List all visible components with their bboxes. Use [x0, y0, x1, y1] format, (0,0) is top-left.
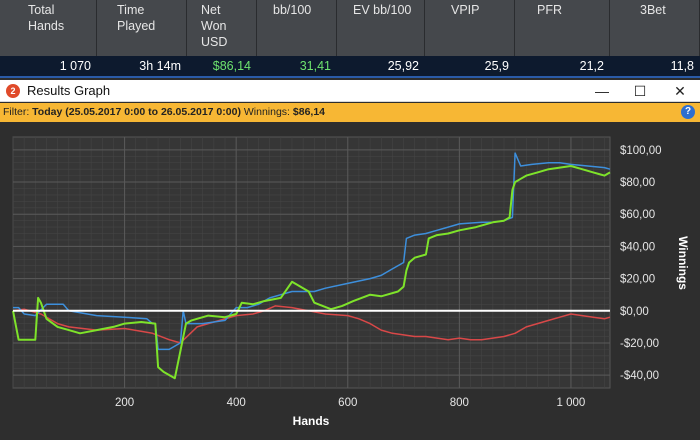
y-tick-label: -$20,00 [620, 338, 659, 350]
y-tick-label: -$40,00 [620, 370, 659, 382]
winnings-value: $86,14 [292, 106, 326, 118]
column-header[interactable]: Time Played [97, 0, 187, 56]
stat-value: 11,8 [670, 59, 694, 73]
x-tick-label: 1 000 [557, 397, 586, 409]
stat-value: 25,9 [484, 59, 509, 73]
stat-value: 25,92 [387, 59, 419, 73]
winnings-label: Winnings: [243, 106, 290, 118]
stat-value: 1 070 [59, 59, 91, 73]
y-axis-label: Winnings [676, 236, 690, 290]
results-graph-svg[interactable]: $100,00 $80,00 $60,00 $40,00 $20,00 $0,00 -$20… [0, 122, 700, 440]
column-header[interactable]: bb/100 [257, 0, 337, 56]
series-line-all-in-ev [13, 152, 611, 351]
y-tick-label: $100,00 [620, 145, 662, 157]
stat-value: 3h 14m [139, 59, 181, 73]
column-header[interactable]: Net Won USD [187, 0, 257, 56]
x-axis-label: Hands [293, 414, 330, 428]
window-title: Results Graph [27, 83, 111, 98]
y-tick-label: $80,00 [620, 177, 655, 189]
stat-value: $86,14 [212, 59, 251, 73]
column-header[interactable]: Total Hands [0, 0, 97, 56]
y-tick-label: $40,00 [620, 241, 655, 253]
plot-area [12, 136, 611, 389]
column-header[interactable]: VPIP [425, 0, 515, 56]
series-line-net-won [12, 165, 611, 380]
y-tick-label: $20,00 [620, 274, 655, 286]
stats-values-row[interactable]: 1 070 3h 14m $86,14 31,41 25,92 25,9 21,2 11,8 [0, 56, 700, 78]
stat-value: 21,2 [579, 59, 604, 73]
filter-range: Today (25.05.2017 0:00 to 26.05.2017 0:0… [32, 106, 241, 118]
column-header[interactable]: 3Bet [610, 0, 700, 56]
window-titlebar[interactable]: 2 Results Graph — ☐ ✕ [0, 80, 700, 102]
filter-bar[interactable]: Filter: Today (25.05.2017 0:00 to 26.05.… [0, 103, 700, 122]
close-button[interactable]: ✕ [674, 83, 686, 99]
stats-header: Total Hands Time Played Net Won USD bb/100 E… [0, 0, 700, 56]
x-tick-label: 600 [338, 397, 357, 409]
x-tick-label: 800 [450, 397, 469, 409]
help-icon[interactable]: ? [681, 105, 695, 119]
app-logo-icon: 2 [6, 84, 20, 98]
maximize-button[interactable]: ☐ [633, 83, 647, 99]
filter-prefix: Filter: [3, 106, 30, 118]
x-tick-label: 200 [115, 397, 134, 409]
minimize-button[interactable]: — [595, 83, 609, 99]
column-header[interactable]: EV bb/100 [337, 0, 425, 56]
stat-value: 31,41 [299, 59, 331, 73]
y-tick-label: $60,00 [620, 209, 655, 221]
column-header[interactable]: PFR [515, 0, 610, 56]
y-tick-label: $0,00 [620, 306, 649, 318]
x-tick-label: 400 [227, 397, 246, 409]
results-graph[interactable]: $100,00 $80,00 $60,00 $40,00 $20,00 $0,00 -$20… [0, 122, 700, 440]
